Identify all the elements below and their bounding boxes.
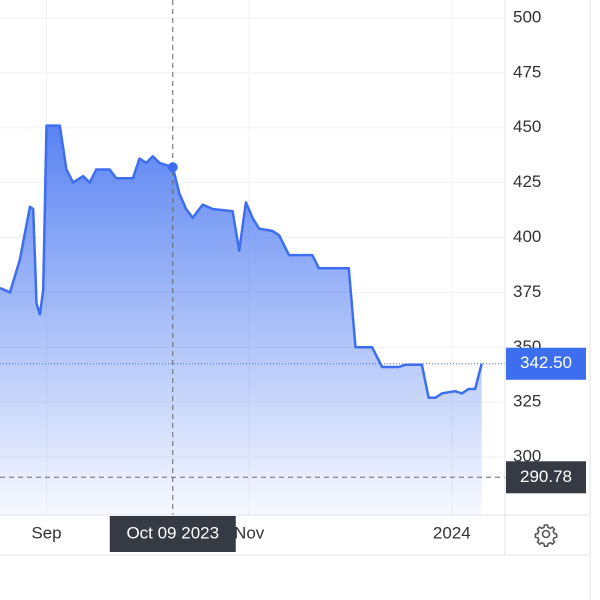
y-tick-label: 300 — [513, 447, 541, 466]
price-line — [0, 124, 483, 400]
y-tick-label: 325 — [513, 392, 541, 411]
crosshair-y-label: 290.78 — [520, 467, 572, 486]
y-tick-label: 450 — [513, 117, 541, 136]
x-tick-label: Nov — [234, 523, 265, 542]
y-tick-label: 425 — [513, 172, 541, 191]
y-tick-label: 375 — [513, 282, 541, 301]
crosshair-x-badge — [109, 516, 236, 552]
y-tick-label: 475 — [513, 62, 541, 81]
gear-outline — [534, 524, 558, 547]
settings-button[interactable] — [534, 524, 558, 547]
y-tick-label: 400 — [513, 227, 541, 246]
y-tick-label: 500 — [513, 7, 541, 26]
last-value-label: 342.50 — [520, 353, 572, 372]
x-tick-label: Sep — [31, 523, 61, 542]
crosshair-y-badge — [506, 461, 586, 494]
gear-hub — [541, 529, 551, 539]
crosshair-x-label: Oct 09 2023 — [126, 523, 219, 542]
area-fill — [0, 125, 482, 515]
last-value-badge — [506, 347, 586, 380]
crosshair-point — [167, 162, 178, 173]
x-tick-label: 2024 — [433, 523, 471, 542]
